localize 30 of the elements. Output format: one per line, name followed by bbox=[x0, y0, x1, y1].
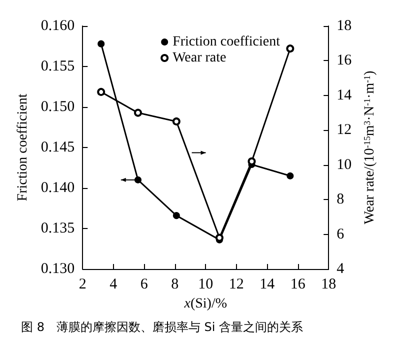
x-tick-label: 10 bbox=[198, 276, 214, 292]
x-axis-title: x(Si)/% bbox=[183, 296, 228, 312]
legend-label: Wear rate bbox=[172, 50, 226, 66]
y2-tick-label: 12 bbox=[336, 122, 352, 138]
y-tick-label: 0.145 bbox=[40, 140, 75, 156]
y2-tick-label: 16 bbox=[336, 52, 352, 69]
y-tick-label: 0.135 bbox=[40, 220, 75, 236]
x-tick-label: 6 bbox=[140, 276, 148, 292]
y2-tick-label: 6 bbox=[336, 226, 345, 242]
x-tick-label: 12 bbox=[228, 276, 244, 292]
x-tick-label: 16 bbox=[290, 276, 306, 292]
y-tick-label: 0.155 bbox=[40, 58, 75, 74]
x-tick-label: 18 bbox=[321, 276, 336, 292]
text: 图 8 薄膜的摩擦因数、磨损率与 Si 含量之间的关系 bbox=[21, 320, 304, 334]
y-tick-label: 0.160 bbox=[40, 18, 75, 34]
y2-tick-label: 10 bbox=[336, 156, 352, 173]
legend-label: Friction coefficient bbox=[172, 34, 280, 50]
x-tick-label: 4 bbox=[110, 276, 118, 292]
y2-tick-label: 8 bbox=[336, 192, 344, 208]
x-tick-label: 2 bbox=[78, 276, 86, 292]
y-axis-title: Friction coefficient bbox=[16, 94, 30, 202]
y2-tick-label: 4 bbox=[336, 261, 345, 277]
y-tick-label: 0.150 bbox=[40, 99, 75, 115]
y-tick-label: 0.140 bbox=[40, 180, 75, 196]
y2-tick-label: 14 bbox=[336, 87, 352, 104]
y-tick-label: 0.130 bbox=[40, 261, 75, 277]
text: Wear rate/(10-15m3·N-1·m-1) bbox=[362, 70, 378, 224]
y2-tick-label: 18 bbox=[336, 18, 352, 34]
x-tick-label: 8 bbox=[171, 276, 179, 292]
x-tick-label: 14 bbox=[260, 276, 276, 292]
